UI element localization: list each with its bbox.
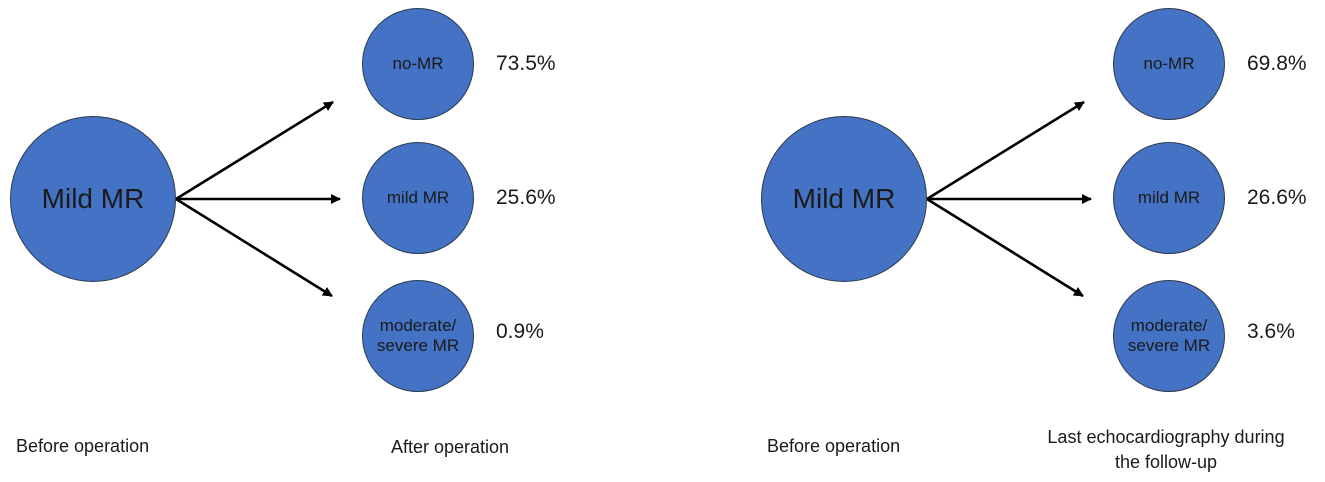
outcome-label: moderate/ severe MR: [376, 315, 460, 355]
outcome-label: mild MR: [386, 187, 450, 207]
panel-after-operation: Mild MR no-MR mild MR moderate/ severe M…: [0, 0, 662, 482]
arrow-to-no-mr: [175, 100, 334, 201]
outcome-circle-no-mr: no-MR: [362, 8, 474, 120]
arrow-to-moderate-severe-mr: [175, 197, 333, 298]
outcome-circle-mild-mr: mild MR: [1113, 142, 1225, 254]
arrow-to-moderate-severe-mr: [926, 197, 1084, 298]
caption-after: Last echocardiography during the follow-…: [1047, 427, 1285, 472]
outcome-circle-moderate-severe-mr: moderate/ severe MR: [1113, 280, 1225, 392]
percent-moderate-severe-mr: 3.6%: [1247, 320, 1295, 343]
percent-no-mr: 69.8%: [1247, 52, 1307, 75]
percent-mild-mr: 25.6%: [496, 186, 556, 209]
outcome-label: no-MR: [392, 53, 444, 73]
source-circle: Mild MR: [10, 116, 176, 282]
caption-before: Before operation: [767, 436, 901, 456]
percent-no-mr: 73.5%: [496, 52, 556, 75]
source-circle: Mild MR: [761, 116, 927, 282]
percent-mild-mr: 26.6%: [1247, 186, 1307, 209]
caption-before: Before operation: [16, 436, 150, 456]
outcome-circle-mild-mr: mild MR: [362, 142, 474, 254]
outcome-label: no-MR: [1143, 53, 1195, 73]
arrows-group: [926, 100, 1092, 298]
arrows-group: [175, 100, 341, 298]
outcome-circle-no-mr: no-MR: [1113, 8, 1225, 120]
outcome-circle-moderate-severe-mr: moderate/ severe MR: [362, 280, 474, 392]
outcome-label: moderate/ severe MR: [1127, 315, 1211, 355]
outcome-label: mild MR: [1137, 187, 1201, 207]
panel-follow-up: Mild MR no-MR mild MR moderate/ severe M…: [751, 0, 1325, 482]
caption-after: After operation: [390, 437, 510, 457]
arrow-to-no-mr: [926, 100, 1085, 201]
percent-moderate-severe-mr: 0.9%: [496, 320, 544, 343]
